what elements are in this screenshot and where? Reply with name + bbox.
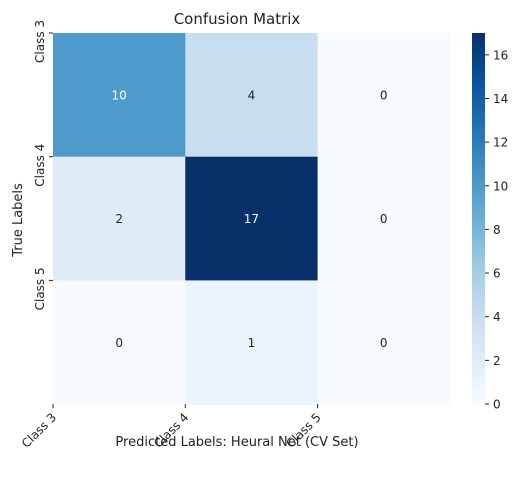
colorbar-ticks: 0 2 4 6 8 10 12 14 16 (485, 48, 508, 412)
heatmap-cell (185, 156, 319, 281)
cell-value-label: 0 (115, 336, 123, 350)
y-tick-label: Class 5 (33, 267, 47, 310)
colorbar-tick-label: 14 (493, 92, 508, 106)
chart-title: Confusion Matrix (174, 10, 301, 28)
heatmap-cell (317, 33, 451, 158)
y-tick-label: Class 4 (33, 144, 47, 187)
colorbar-tick-label: 16 (493, 48, 508, 62)
colorbar-tick-label: 6 (493, 267, 501, 281)
heatmap-cell (53, 280, 186, 405)
y-tick-label: Class 3 (33, 20, 47, 63)
heatmap-cell (53, 33, 186, 158)
heatmap-cells (53, 33, 451, 405)
cell-value-label: 0 (380, 88, 388, 102)
heatmap-cell (185, 33, 319, 158)
colorbar-tick-label: 0 (493, 398, 501, 412)
cell-value-label: 2 (115, 212, 123, 226)
cell-value-label: 17 (244, 212, 259, 226)
y-axis-label: True Labels (11, 183, 26, 258)
heatmap-cell (53, 156, 186, 281)
colorbar-tick-label: 4 (493, 310, 501, 324)
cell-value-labels: 10 4 02 17 00 1 0 (112, 88, 388, 349)
colorbar-tick-label: 12 (493, 136, 508, 150)
cell-value-label: 0 (380, 336, 388, 350)
cell-value-label: 1 (248, 336, 256, 350)
heatmap-cell (185, 280, 319, 405)
heatmap-cell (317, 156, 451, 281)
cell-value-label: 0 (380, 212, 388, 226)
cell-value-label: 10 (112, 88, 127, 102)
cell-value-label: 4 (248, 88, 256, 102)
colorbar-tick-label: 8 (493, 223, 501, 237)
colorbar-tick-label: 10 (493, 179, 508, 193)
y-axis-ticks: Class 3 Class 4 Class 5 (33, 20, 53, 310)
colorbar-tick-label: 2 (493, 354, 501, 368)
x-axis-label: Predicted Labels: Heural Net (CV Set) (115, 435, 358, 450)
heatmap-cell (317, 280, 451, 405)
colorbar (472, 33, 485, 404)
x-tick-label: Class 3 (19, 410, 59, 450)
